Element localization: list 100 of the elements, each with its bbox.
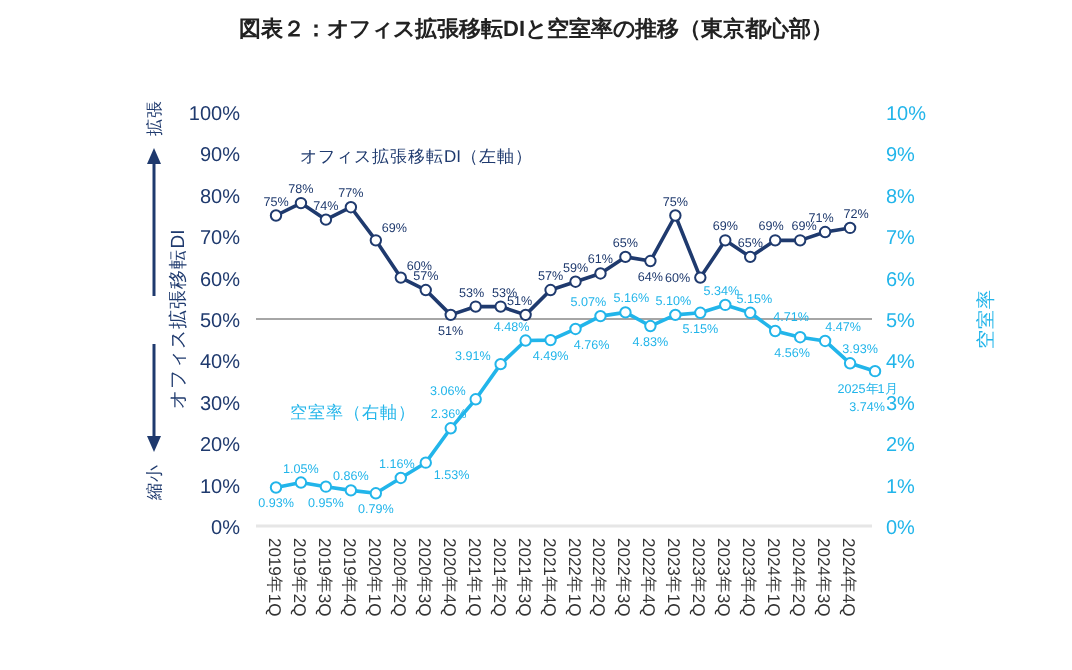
point [744, 306, 757, 319]
point [394, 471, 407, 485]
series-label: オフィス拡張移転DI（左軸） [300, 145, 533, 166]
point [719, 298, 732, 312]
point [644, 254, 657, 268]
point [319, 480, 333, 493]
point [719, 234, 732, 247]
point [519, 334, 532, 347]
point [594, 267, 607, 280]
y2-tick-label: 7% [886, 228, 916, 251]
x-tick-label: 2023年1Q [664, 538, 685, 618]
y-tick-label: 80% [199, 186, 241, 209]
point [669, 209, 682, 222]
x-tick-label: 2024年2Q [789, 538, 810, 618]
y-tick-label: 60% [199, 269, 241, 292]
point [569, 322, 582, 336]
point [294, 476, 308, 489]
y2-tick-label: 0% [886, 518, 916, 540]
x-tick-label: 2021年4Q [539, 538, 560, 618]
x-tick-label: 2023年4Q [739, 538, 760, 618]
x-tick-label: 2019年2Q [289, 538, 310, 618]
x-tick-label: 2020年3Q [414, 538, 435, 618]
point [619, 306, 632, 319]
point [793, 234, 807, 247]
y-tick-label: 40% [199, 352, 241, 375]
y2-tick-label: 8% [886, 186, 916, 209]
x-tick-label: 2021年2Q [489, 538, 510, 618]
text: 拡張 [144, 100, 164, 136]
point [818, 334, 832, 348]
point [369, 487, 383, 500]
x-tick-label: 2022年3Q [614, 538, 635, 618]
y2-tick-label: 9% [886, 145, 916, 168]
point [569, 275, 582, 288]
x-tick-label: 2024年1Q [764, 538, 785, 618]
point [444, 308, 457, 322]
point [294, 196, 308, 210]
point [469, 300, 482, 313]
y2-tick-label: 5% [886, 311, 916, 333]
y-tick-label: 20% [199, 435, 241, 458]
point [269, 209, 283, 222]
y-tick-label: 100% [188, 104, 241, 126]
point [319, 213, 333, 226]
y2-tick-label: 6% [886, 269, 916, 292]
x-tick-label: 2019年3Q [314, 538, 335, 618]
point [369, 234, 383, 247]
point [769, 324, 782, 338]
point [793, 331, 807, 344]
point [419, 283, 432, 297]
point [394, 271, 407, 284]
y-tick-label: 50% [199, 311, 241, 333]
x-tick-label: 2024年3Q [814, 538, 835, 618]
point [494, 357, 507, 371]
x-tick-label: 2024年4Q [839, 538, 860, 618]
y2-tick-label: 1% [886, 476, 916, 499]
x-tick-label: 2020年2Q [389, 538, 410, 618]
y-axis-title: オフィス拡張移転DI [166, 229, 190, 409]
point [544, 333, 557, 347]
y2-tick-label: 2% [886, 435, 916, 458]
point [544, 283, 557, 297]
point [269, 481, 283, 494]
y-tick-label: 30% [199, 393, 241, 416]
point [843, 221, 857, 235]
y2-tick-label: 3% [886, 393, 916, 416]
x-tick-label: 2021年1Q [464, 538, 485, 618]
y-tick-label: 70% [199, 228, 241, 251]
text: 縮小 [144, 464, 164, 502]
x-tick-label: 2020年1Q [364, 538, 385, 618]
x-tick-label: 2023年3Q [714, 538, 735, 618]
x-tick-label: 2022年2Q [589, 538, 610, 618]
chart-title: 図表２：オフィス拡張移転DIと空室率の推移（東京都心部） [239, 16, 833, 42]
point [694, 306, 707, 319]
point [843, 357, 857, 370]
point [868, 364, 882, 378]
y-tick-label: 10% [199, 476, 241, 499]
point [669, 308, 682, 322]
y2-tick-label: 4% [886, 352, 916, 375]
x-tick-label: 2020年4Q [439, 538, 460, 618]
x-tick-label: 2022年1Q [564, 538, 585, 618]
x-tick-label: 2019年4Q [339, 538, 360, 618]
point [694, 271, 707, 284]
point [519, 308, 532, 322]
point [744, 250, 757, 264]
x-tick-label: 2019年1Q [265, 538, 285, 618]
point [619, 250, 632, 264]
point [594, 309, 607, 323]
x-tick-label: 2023年2Q [689, 538, 710, 618]
x-tick-label: 2022年4Q [639, 538, 660, 618]
point [344, 201, 358, 214]
point [444, 422, 457, 435]
point [769, 234, 782, 247]
y2-axis-title: 空室率 [974, 289, 998, 349]
x-tick-label: 2021年3Q [514, 538, 535, 618]
point [644, 319, 657, 333]
point [344, 484, 358, 497]
point [818, 225, 832, 239]
y-tick-label: 0% [211, 518, 241, 540]
point [469, 393, 482, 406]
series-label: 空室率（右軸） [290, 402, 416, 423]
y2-tick-label: 10% [886, 104, 927, 126]
point [419, 456, 432, 469]
